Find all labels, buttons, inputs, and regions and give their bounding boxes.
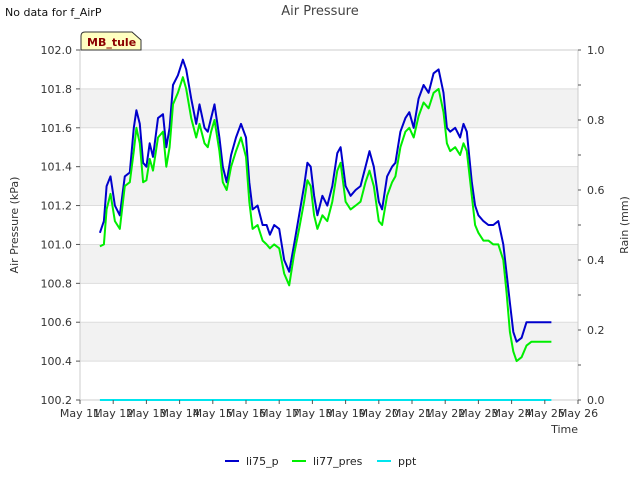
x-tick-label: May 18 bbox=[292, 407, 332, 420]
y2-axis-ticks: 0.0 0.2 0.4 0.6 0.8 1.0 bbox=[578, 44, 605, 407]
x-tick-label: May 17 bbox=[259, 407, 299, 420]
badge-box bbox=[80, 31, 142, 51]
background-band bbox=[80, 322, 578, 362]
y2-axis-title: Rain (mm) bbox=[618, 196, 631, 254]
y2-tick-label: 0.4 bbox=[587, 254, 605, 267]
x-tick-label: May 23 bbox=[458, 407, 498, 420]
background-bands bbox=[80, 88, 578, 362]
y-tick-label: 100.2 bbox=[41, 394, 73, 407]
y-tick-label: 101.8 bbox=[41, 83, 73, 96]
y-tick-label: 102.0 bbox=[41, 44, 73, 57]
y-tick-label: 100.6 bbox=[41, 316, 73, 329]
x-tick-label: May 11 bbox=[60, 407, 100, 420]
y-axis-ticks: 100.2 100.4 100.6 100.8 101.0 101.2 101.4 101.6… bbox=[41, 44, 80, 407]
x-tick-label: May 20 bbox=[359, 407, 399, 420]
x-tick-label: May 16 bbox=[226, 407, 266, 420]
badge-label: MB_tule bbox=[87, 36, 136, 49]
legend-label-li77_pres: li77_pres bbox=[313, 455, 363, 468]
x-tick-label: May 25 bbox=[525, 407, 565, 420]
no-data-note: No data for f_AirP bbox=[5, 6, 102, 19]
x-tick-label: May 22 bbox=[425, 407, 465, 420]
x-tick-label: May 13 bbox=[126, 407, 166, 420]
x-tick-label: May 14 bbox=[159, 407, 199, 420]
y2-tick-label: 0.0 bbox=[587, 394, 605, 407]
y-tick-label: 100.4 bbox=[41, 355, 73, 368]
y-tick-label: 101.0 bbox=[41, 238, 73, 251]
background-band bbox=[80, 88, 578, 128]
x-tick-label: May 21 bbox=[392, 407, 432, 420]
x-tick-label: May 19 bbox=[325, 407, 365, 420]
x-tick-label: May 12 bbox=[93, 407, 133, 420]
series-line-li75_p bbox=[98, 58, 552, 343]
legend: li75_p li77_pres ppt bbox=[225, 455, 417, 468]
y-tick-label: 101.2 bbox=[41, 200, 73, 213]
y-tick-label: 100.8 bbox=[41, 277, 73, 290]
y2-tick-label: 0.6 bbox=[587, 184, 605, 197]
series-lines bbox=[98, 58, 552, 401]
x-tick-label: May 26 bbox=[558, 407, 598, 420]
series-line-li77_pres bbox=[99, 76, 552, 363]
y-tick-label: 101.6 bbox=[41, 122, 73, 135]
background-band bbox=[80, 244, 578, 284]
chart-title: Air Pressure bbox=[281, 4, 359, 19]
y-axis-title: Air Pressure (kPa) bbox=[8, 177, 21, 274]
legend-label-ppt: ppt bbox=[398, 455, 417, 468]
legend-label-li75_p: li75_p bbox=[246, 455, 279, 468]
y2-tick-label: 0.2 bbox=[587, 324, 605, 337]
station-badge: MB_tule bbox=[80, 31, 142, 51]
y2-tick-label: 1.0 bbox=[587, 44, 605, 57]
x-tick-label: May 15 bbox=[193, 407, 233, 420]
x-tick-label: May 24 bbox=[491, 407, 531, 420]
y-tick-label: 101.4 bbox=[41, 161, 73, 174]
y2-tick-label: 0.8 bbox=[587, 114, 605, 127]
x-axis-title: Time bbox=[550, 423, 578, 436]
